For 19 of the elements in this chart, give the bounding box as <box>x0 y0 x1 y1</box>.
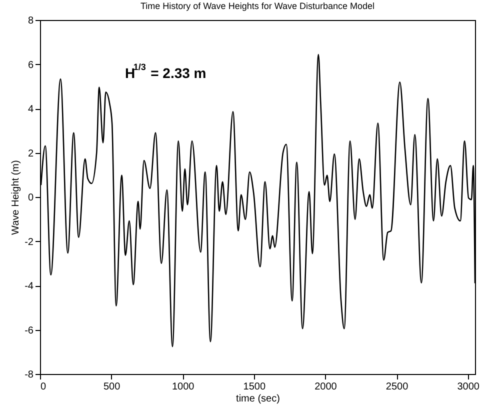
x-tick-label: 0 <box>40 382 46 392</box>
chart-title: Time History of Wave Heights for Wave Disturbance Model <box>140 1 375 11</box>
y-tick-label: 4 <box>28 104 34 115</box>
x-axis-title: time (sec) <box>236 394 280 404</box>
y-axis-title: Wave Height (m) <box>10 160 22 235</box>
x-tick-label: 1000 <box>172 382 195 392</box>
y-tick-label: 0 <box>28 192 34 204</box>
x-tick-label: 500 <box>103 382 121 392</box>
y-tick-label: -8 <box>24 370 34 380</box>
y-tick-label: 2 <box>28 148 34 160</box>
y-tick-label: -6 <box>24 325 34 336</box>
y-tick-label: 6 <box>28 60 34 71</box>
x-tick-label: 2500 <box>386 382 409 392</box>
x-tick-label: 1500 <box>243 382 266 392</box>
x-tick-label: 2000 <box>314 382 338 392</box>
y-tick-label: -2 <box>24 236 34 248</box>
y-tick-label: -4 <box>24 281 34 292</box>
x-tick-label: 3000 <box>457 382 480 392</box>
y-tick-label: 8 <box>28 16 34 26</box>
